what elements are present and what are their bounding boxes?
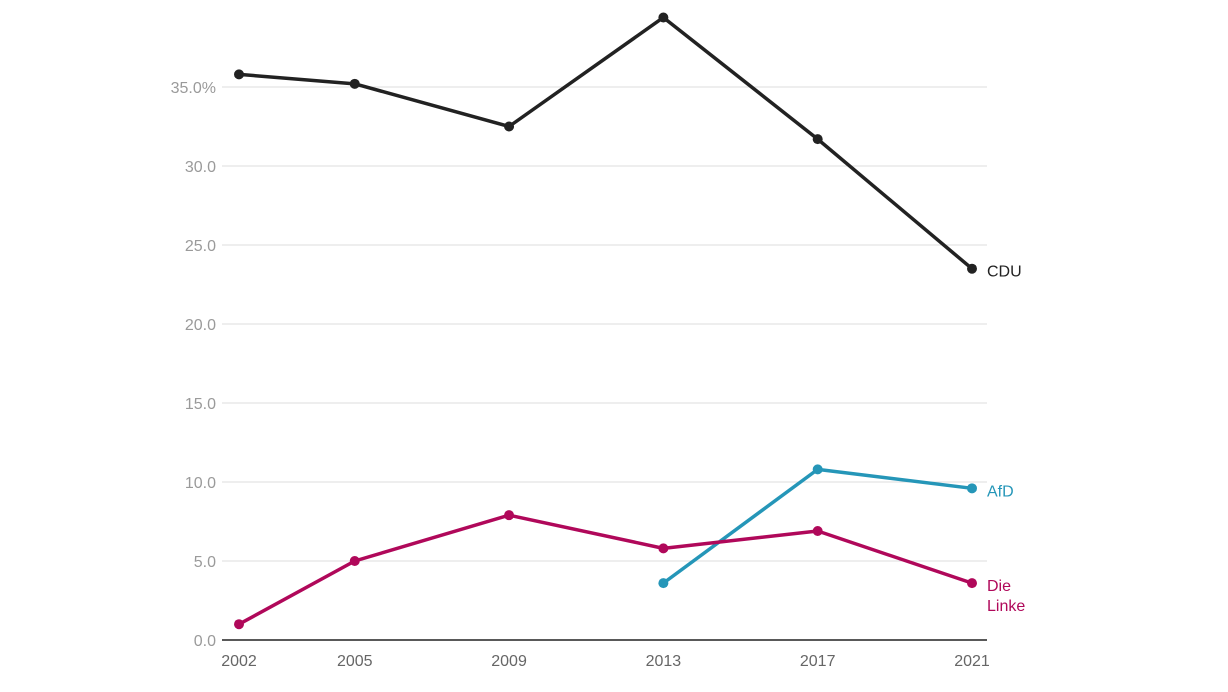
y-tick-label: 10.0 (185, 475, 216, 492)
data-point-cdu (349, 78, 360, 89)
series-label-cdu: CDU (987, 264, 1022, 281)
y-tick-label: 15.0 (185, 396, 216, 413)
x-tick-label: 2021 (954, 653, 990, 670)
data-point-die-linke (504, 510, 515, 521)
data-point-die-linke (967, 578, 977, 589)
series-label-die-linke: Die Linke (987, 578, 1025, 615)
data-point-die-linke (812, 525, 823, 536)
series-labels: CDU AfD Die Linke (987, 264, 1025, 615)
series-lines (234, 12, 977, 630)
data-point-cdu (234, 69, 244, 80)
y-tick-label: 35.0% (171, 80, 216, 97)
data-point-cdu (812, 134, 823, 145)
x-tick-label: 2009 (491, 653, 527, 670)
y-axis-ticks: 0.0 5.0 10.0 15.0 20.0 25.0 30.0 35.0% (171, 80, 216, 650)
x-tick-label: 2013 (646, 653, 682, 670)
data-point-die-linke (349, 556, 360, 566)
data-point-die-linke (234, 619, 244, 630)
gridlines (222, 86, 987, 562)
data-point-afd (812, 464, 823, 475)
series-line-cdu (237, 15, 974, 271)
y-tick-label: 25.0 (185, 238, 216, 255)
x-tick-label: 2005 (337, 653, 373, 670)
y-tick-label: 20.0 (185, 317, 216, 334)
y-tick-label: 5.0 (194, 554, 216, 571)
series-line-die-linke (237, 513, 974, 626)
series-label-line: AfD (987, 483, 1014, 500)
series-label-afd: AfD (987, 483, 1014, 500)
y-tick-label: 30.0 (185, 159, 216, 176)
data-point-cdu (658, 12, 669, 23)
x-tick-label: 2002 (221, 653, 257, 670)
x-axis-ticks: 2002 2005 2009 2013 2017 2021 (221, 653, 990, 670)
data-point-die-linke (658, 543, 669, 554)
data-point-cdu (504, 121, 515, 132)
series-label-line: Linke (987, 598, 1025, 615)
series-label-line: CDU (987, 264, 1022, 281)
data-point-afd (658, 578, 669, 589)
x-tick-label: 2017 (800, 653, 836, 670)
data-point-afd (967, 483, 977, 494)
data-point-cdu (967, 263, 977, 274)
series-label-line: Die (987, 578, 1011, 595)
y-tick-label: 0.0 (194, 633, 216, 650)
